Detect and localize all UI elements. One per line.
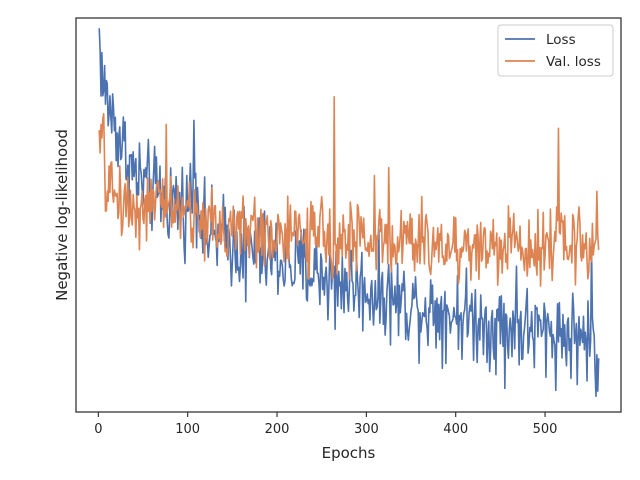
x-axis-ticks: 0 100 200 300 400 500	[94, 412, 557, 437]
x-tick-label: 0	[94, 422, 102, 437]
series-line-val-loss	[98, 96, 600, 287]
y-axis-label: Negative log-likelihood	[53, 129, 71, 301]
x-tick-label: 300	[354, 422, 379, 437]
x-tick-label: 500	[533, 422, 558, 437]
series-layer	[98, 28, 600, 398]
x-tick-label: 200	[265, 422, 290, 437]
legend-label: Val. loss	[546, 54, 601, 70]
plot-frame	[75, 17, 622, 413]
series-line-loss	[98, 28, 600, 398]
legend-label: Loss	[546, 32, 576, 48]
legend-box	[497, 24, 614, 77]
x-axis-label: Epochs	[322, 444, 376, 462]
legend: Loss Val. loss	[497, 24, 614, 77]
x-tick-label: 400	[443, 422, 468, 437]
x-tick-label: 100	[175, 422, 200, 437]
